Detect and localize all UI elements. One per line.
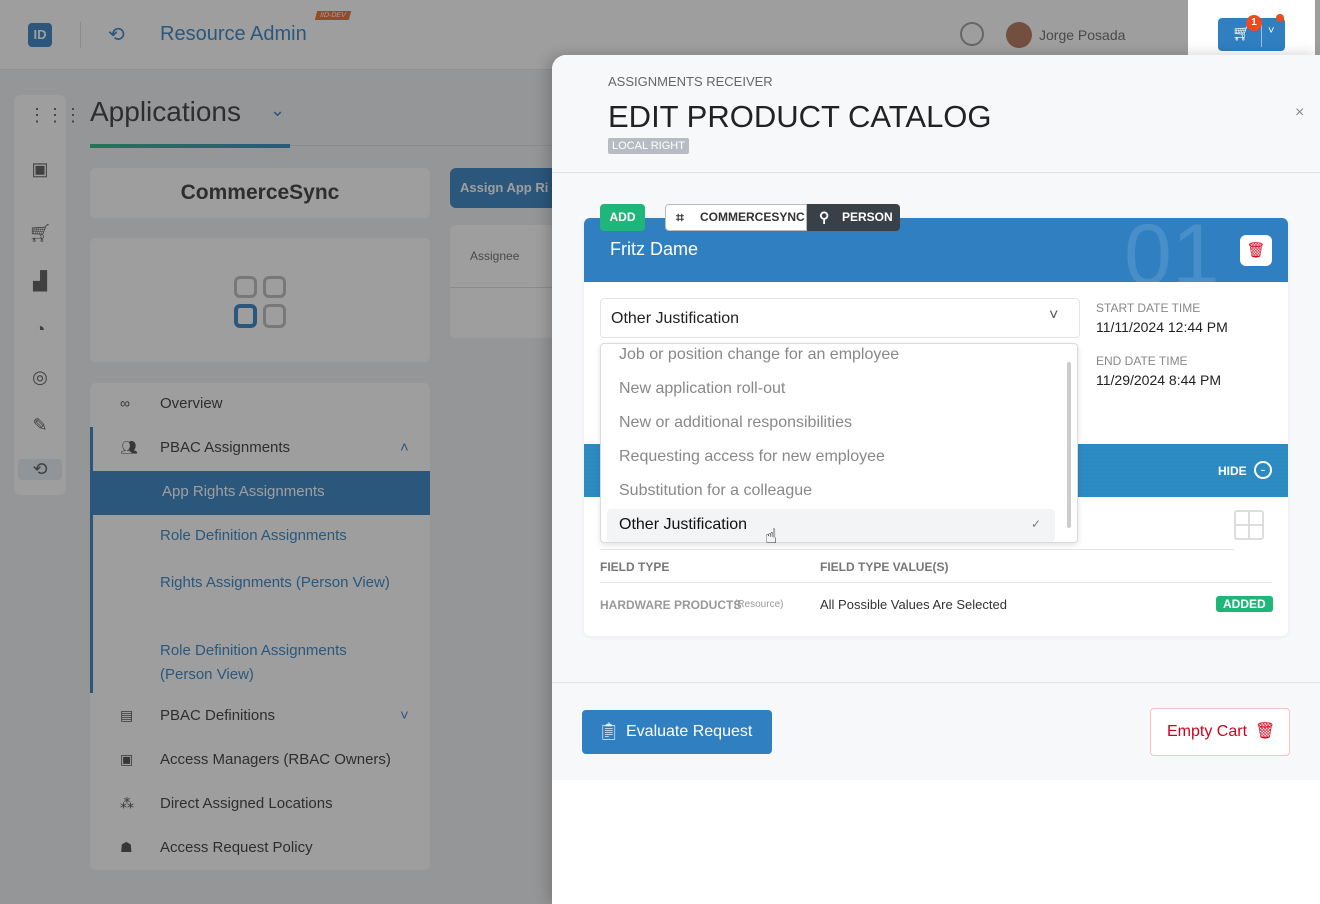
definitions-icon: ▤ bbox=[120, 707, 134, 723]
chart-icon[interactable]: ▟ bbox=[33, 271, 47, 291]
trash-icon: 🗑︎ bbox=[1246, 242, 1266, 259]
chevron-down-icon: ˅ bbox=[1049, 307, 1059, 324]
person-tag: ⚲ PERSON bbox=[807, 204, 900, 231]
justification-dropdown: Job or position change for an employee N… bbox=[600, 343, 1078, 543]
id-icon[interactable]: ▣ bbox=[31, 159, 49, 179]
panel-subtitle: ASSIGNMENTS RECEIVER bbox=[608, 74, 773, 89]
column-assignee[interactable]: Assignee bbox=[470, 249, 520, 263]
start-date-label: START DATE TIME bbox=[1096, 301, 1201, 315]
id-logo[interactable]: ID bbox=[28, 23, 52, 47]
locations-icon: ⁂ bbox=[120, 795, 134, 811]
app-name-card: CommerceSync bbox=[90, 168, 430, 218]
title-underline bbox=[90, 144, 290, 148]
manager-icon: ▣ bbox=[120, 751, 134, 767]
assignment-card: Fritz Dame 01 🗑︎ Other Justification ˅ S… bbox=[584, 218, 1288, 636]
group-icon: 👥︎ bbox=[120, 439, 138, 455]
option-new-responsibilities[interactable]: New or additional responsibilities bbox=[619, 414, 853, 431]
cart-icon: 🛒︎ bbox=[1232, 25, 1252, 42]
grid-settings-icon[interactable] bbox=[1234, 510, 1264, 540]
delete-button[interactable]: 🗑︎ bbox=[1240, 235, 1272, 266]
app-title[interactable]: Resource Admin bbox=[160, 23, 307, 45]
resource-admin-icon[interactable]: ⟲ bbox=[18, 459, 62, 480]
person-name: Fritz Dame bbox=[610, 239, 699, 259]
justification-value: Other Justification bbox=[611, 310, 740, 327]
assign-button[interactable]: Assign App Ri bbox=[450, 168, 570, 208]
table-row: HARDWARE PRODUCTS (Resource) All Possibl… bbox=[600, 596, 1273, 616]
gauge-icon[interactable]: ◔ bbox=[34, 319, 46, 339]
empty-cart-button[interactable]: Empty Cart 🗑︎ bbox=[1150, 708, 1290, 756]
option-substitution[interactable]: Substitution for a colleague bbox=[619, 482, 813, 499]
chevron-down-icon[interactable]: ˅ bbox=[1268, 25, 1275, 37]
minus-circle-icon[interactable]: - bbox=[1254, 461, 1272, 479]
assignments-table: Assignee bbox=[450, 225, 570, 338]
chevron-down-icon: ˅ bbox=[400, 707, 409, 724]
cursor-hand-icon: ☝︎ bbox=[765, 526, 778, 548]
justification-select[interactable]: Other Justification ˅ bbox=[600, 298, 1080, 338]
cart-icon[interactable]: 🛒︎ bbox=[28, 223, 52, 243]
notification-dot bbox=[1276, 14, 1284, 22]
add-tag: ADD bbox=[600, 204, 645, 231]
policy-icon: ☗ bbox=[120, 839, 133, 855]
card-index: 01 bbox=[1124, 218, 1220, 303]
option-other-selected[interactable]: Other Justification ✓ bbox=[607, 509, 1055, 542]
column-field-values: FIELD TYPE VALUE(S) bbox=[820, 560, 949, 574]
panel-title: EDIT PRODUCT CATALOG bbox=[608, 99, 992, 134]
avatar[interactable] bbox=[1006, 22, 1032, 48]
app-logo-icon bbox=[234, 276, 286, 328]
person-icon: ⚲ bbox=[819, 209, 830, 225]
local-right-badge: LOCAL RIGHT bbox=[608, 138, 689, 154]
trash-icon: 🗑︎ bbox=[1255, 723, 1276, 740]
cart-count-badge: 1 bbox=[1246, 15, 1262, 31]
app-search-icon: ⌗ bbox=[676, 209, 684, 225]
resource-admin-icon: ⟲ bbox=[108, 24, 125, 46]
option-new-app[interactable]: New application roll-out bbox=[619, 380, 786, 397]
field-value: All Possible Values Are Selected bbox=[820, 597, 1007, 612]
cart-popover: 🛒︎ ˅ 1 bbox=[1188, 0, 1315, 70]
user-name[interactable]: Jorge Posada bbox=[1039, 27, 1126, 43]
close-icon[interactable]: × bbox=[1295, 104, 1305, 121]
end-date-value[interactable]: 11/29/2024 8:44 PM bbox=[1096, 372, 1222, 388]
edit-panel: ASSIGNMENTS RECEIVER EDIT PRODUCT CATALO… bbox=[552, 55, 1320, 904]
field-type: HARDWARE PRODUCTS bbox=[600, 598, 742, 612]
field-sub: (Resource) bbox=[734, 599, 784, 610]
app-tag: ⌗ COMMERCESYNC bbox=[665, 204, 807, 231]
clipboard-icon: 📋︎ bbox=[598, 722, 620, 741]
chevron-down-icon[interactable]: ⌄ bbox=[270, 100, 286, 120]
side-menu: ∞ Overview 👥︎ PBAC Assignments ˄ App Rights… bbox=[90, 383, 430, 870]
option-new-employee[interactable]: Requesting access for new employee bbox=[619, 448, 885, 465]
status-badge: ADDED bbox=[1216, 596, 1273, 612]
column-field-type: FIELD TYPE bbox=[600, 560, 670, 574]
start-date-value[interactable]: 11/11/2024 12:44 PM bbox=[1096, 319, 1228, 335]
option-job-change[interactable]: Job or position change for an employee bbox=[619, 346, 900, 363]
edit-doc-icon[interactable]: ✎ bbox=[32, 415, 48, 435]
chevron-up-icon: ˄ bbox=[400, 439, 409, 456]
fingerprint-icon[interactable]: ◎ bbox=[32, 367, 48, 387]
app-name: CommerceSync bbox=[180, 181, 340, 204]
hide-button[interactable]: HIDE bbox=[1218, 464, 1247, 478]
globe-icon[interactable] bbox=[960, 22, 984, 46]
check-icon: ✓ bbox=[1031, 517, 1042, 531]
left-rail: ⋮⋮⋮ ▣ 🛒︎ ▟ ◔ ◎ ✎ ⟲ bbox=[14, 95, 82, 495]
end-date-label: END DATE TIME bbox=[1096, 354, 1188, 368]
evaluate-request-button[interactable]: 📋︎ Evaluate Request bbox=[582, 710, 772, 754]
dropdown-scrollbar[interactable] bbox=[1067, 362, 1071, 528]
cart-button[interactable]: 🛒︎ ˅ 1 bbox=[1218, 14, 1285, 51]
app-logo-card bbox=[90, 238, 430, 362]
page-title[interactable]: Applications bbox=[90, 96, 241, 127]
menu-app-rights-assignments[interactable]: App Rights Assignments bbox=[92, 471, 430, 515]
glasses-icon: ∞ bbox=[120, 395, 130, 411]
